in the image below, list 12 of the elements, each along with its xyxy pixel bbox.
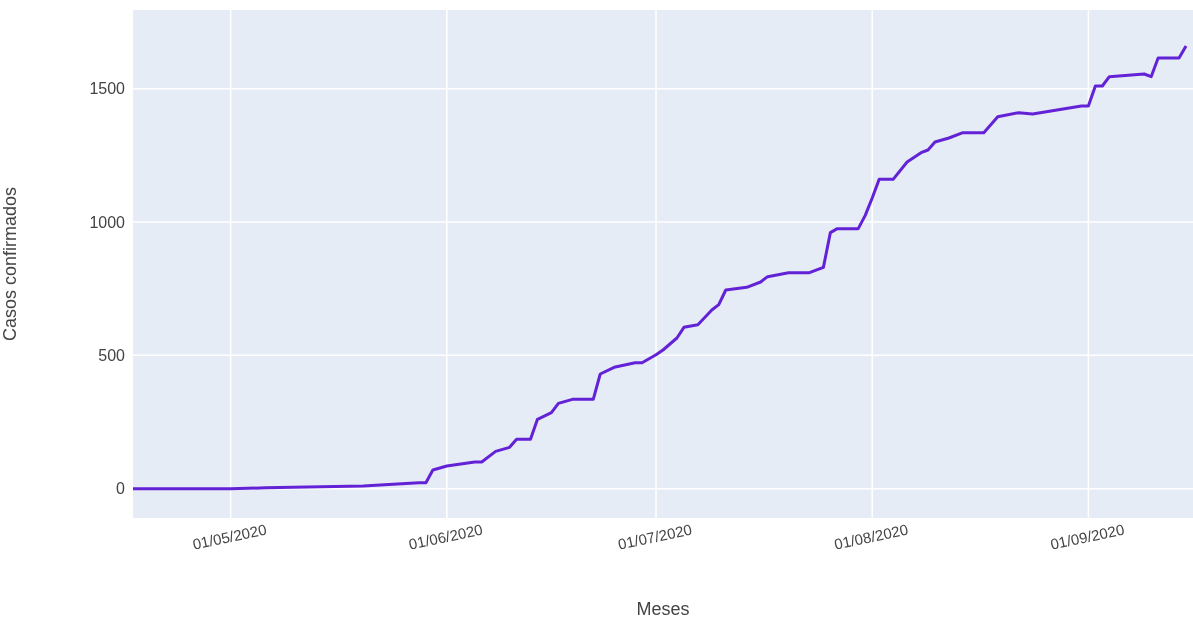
x-tick-label: 01/07/2020 [616,520,694,553]
x-tick-label: 01/06/2020 [407,520,485,553]
line-series [133,44,1188,491]
x-axis-title: Meses [636,599,690,619]
y-tick-label: 0 [116,480,126,498]
y-tick-label: 1000 [89,213,126,231]
y-tick-label: 1500 [89,80,126,98]
x-tick-label: 01/05/2020 [191,520,268,553]
x-tick-label: 01/09/2020 [1048,520,1126,553]
y-tick-label: 500 [98,347,126,365]
x-tick-label: 01/08/2020 [832,520,910,553]
y-axis-title: Casos confirmados [0,186,21,342]
